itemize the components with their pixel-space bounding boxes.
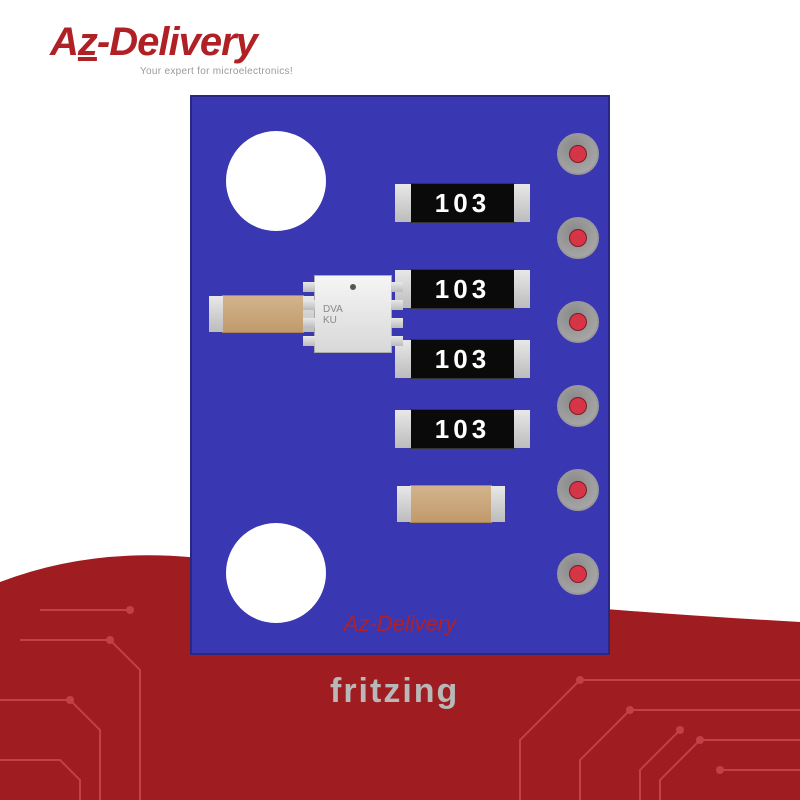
resistor-label: 103 bbox=[435, 344, 490, 375]
capacitor-c2 bbox=[410, 485, 492, 523]
resistor-r1: 103 bbox=[410, 183, 515, 223]
resistor-label: 103 bbox=[435, 274, 490, 305]
resistor-label: 103 bbox=[435, 188, 490, 219]
resistor-label: 103 bbox=[435, 414, 490, 445]
ic-pin bbox=[391, 336, 403, 346]
fritzing-credit: fritzing bbox=[330, 672, 459, 711]
header-pin-3 bbox=[557, 301, 599, 343]
brand-logo: Az-Delivery bbox=[50, 20, 257, 65]
ic-pin bbox=[303, 300, 315, 310]
resistor-r2: 103 bbox=[410, 269, 515, 309]
ic-pin bbox=[303, 318, 315, 328]
brand-tagline: Your expert for microelectronics! bbox=[140, 66, 293, 77]
ic-pin bbox=[391, 300, 403, 310]
ic-marking: DVA KU bbox=[323, 304, 343, 326]
mount-hole-bottom bbox=[226, 523, 326, 623]
mount-hole-top bbox=[226, 131, 326, 231]
ic-sensor-chip: DVA KU bbox=[314, 275, 392, 353]
pcb-watermark: Az-Delivery bbox=[344, 611, 456, 637]
ic-pin bbox=[391, 318, 403, 328]
header-pin-1 bbox=[557, 133, 599, 175]
pcb-board: 103 103 103 103 DVA KU bbox=[190, 95, 610, 655]
ic-pin bbox=[303, 282, 315, 292]
resistor-r3: 103 bbox=[410, 339, 515, 379]
ic-pin1-dot bbox=[350, 284, 356, 290]
brand-name: Az-Delivery bbox=[50, 20, 257, 64]
header-pin-4 bbox=[557, 385, 599, 427]
ic-pin bbox=[303, 336, 315, 346]
resistor-r4: 103 bbox=[410, 409, 515, 449]
header-pin-6 bbox=[557, 553, 599, 595]
header-pin-2 bbox=[557, 217, 599, 259]
capacitor-c1 bbox=[222, 295, 304, 333]
stage: Az-Delivery Your expert for microelectro… bbox=[0, 0, 800, 800]
header-pin-5 bbox=[557, 469, 599, 511]
ic-pin bbox=[391, 282, 403, 292]
